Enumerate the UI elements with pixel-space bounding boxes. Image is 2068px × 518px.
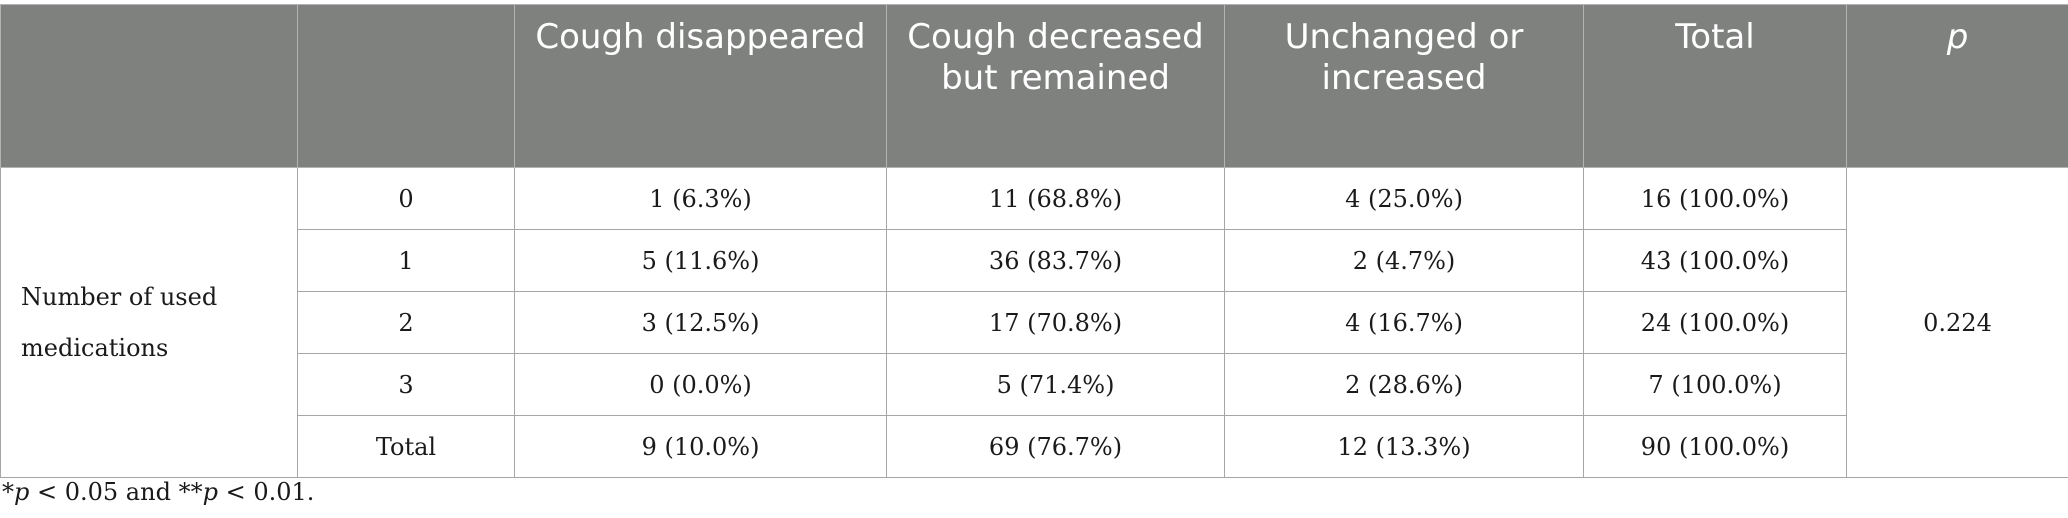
cell-unchanged: 12 (13.3%) — [1224, 415, 1584, 478]
cell-decreased: 5 (71.4%) — [886, 353, 1225, 416]
cell-total: 24 (100.0%) — [1583, 291, 1847, 354]
table-row: 1 5 (11.6%) 36 (83.7%) 2 (4.7%) 43 (100.… — [1, 229, 2068, 292]
cell-disappeared: 9 (10.0%) — [514, 415, 887, 478]
cell-unchanged: 2 (4.7%) — [1224, 229, 1584, 292]
table-footnote: *p < 0.05 and **p < 0.01. — [2, 478, 314, 506]
cell-p-value: 0.224 — [1846, 167, 2068, 478]
cell-unchanged: 4 (25.0%) — [1224, 167, 1584, 230]
footnote-text-1: < 0.05 and ** — [29, 478, 203, 506]
cell-unchanged: 4 (16.7%) — [1224, 291, 1584, 354]
cell-decreased: 36 (83.7%) — [886, 229, 1225, 292]
cell-disappeared: 0 (0.0%) — [514, 353, 887, 416]
cell-level: 3 — [297, 353, 515, 416]
cell-total: 7 (100.0%) — [1583, 353, 1847, 416]
cell-decreased: 11 (68.8%) — [886, 167, 1225, 230]
table-row: 3 0 (0.0%) 5 (71.4%) 2 (28.6%) 7 (100.0%… — [1, 353, 2068, 416]
cell-level: Total — [297, 415, 515, 478]
footnote-p-symbol: p — [14, 478, 30, 506]
cell-total: 90 (100.0%) — [1583, 415, 1847, 478]
cell-disappeared: 1 (6.3%) — [514, 167, 887, 230]
cell-level: 2 — [297, 291, 515, 354]
cell-total: 43 (100.0%) — [1583, 229, 1847, 292]
cell-total: 16 (100.0%) — [1583, 167, 1847, 230]
header-empty-2 — [297, 4, 515, 168]
header-empty-1 — [0, 4, 298, 168]
cell-level: 1 — [297, 229, 515, 292]
table-row: 2 3 (12.5%) 17 (70.8%) 4 (16.7%) 24 (100… — [1, 291, 2068, 354]
table-row-total: Total 9 (10.0%) 69 (76.7%) 12 (13.3%) 90… — [1, 415, 2068, 478]
row-group-label: Number of used medications — [0, 167, 298, 478]
header-total: Total — [1583, 4, 1847, 168]
table-row: Number of used medications 0 1 (6.3%) 11… — [0, 167, 2068, 478]
cell-level: 0 — [297, 167, 515, 230]
header-cough-disappeared: Cough disappeared — [514, 4, 887, 168]
header-row: Cough disappeared Cough decreased but re… — [0, 4, 2068, 168]
cell-disappeared: 3 (12.5%) — [514, 291, 887, 354]
cell-disappeared: 5 (11.6%) — [514, 229, 887, 292]
footnote-text-2: < 0.01. — [217, 478, 315, 506]
footnote-star: * — [2, 478, 14, 506]
cell-decreased: 69 (76.7%) — [886, 415, 1225, 478]
header-unchanged-increased: Unchanged or increased — [1224, 4, 1584, 168]
cell-decreased: 17 (70.8%) — [886, 291, 1225, 354]
footnote-p-symbol: p — [202, 478, 218, 506]
header-p-value: p — [1846, 4, 2068, 168]
header-cough-decreased: Cough decreased but remained — [886, 4, 1225, 168]
results-table: Cough disappeared Cough decreased but re… — [0, 4, 2068, 478]
cell-unchanged: 2 (28.6%) — [1224, 353, 1584, 416]
